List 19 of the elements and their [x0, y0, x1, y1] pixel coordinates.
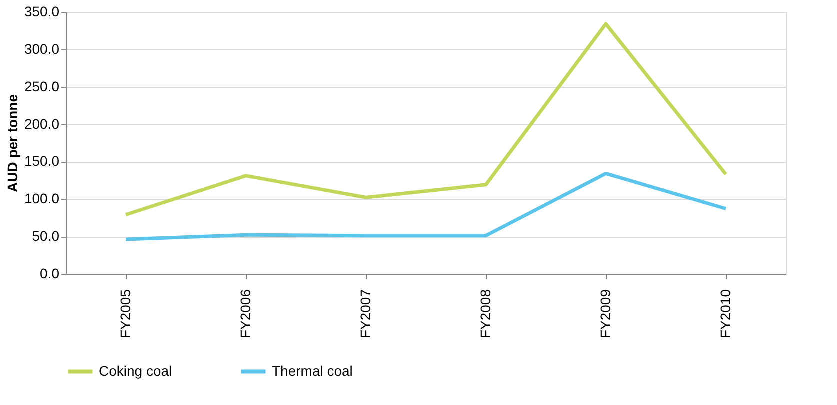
- x-tick-label: FY2005: [118, 289, 134, 339]
- line-series: [124, 172, 728, 242]
- y-tick-label: 150.0: [24, 153, 60, 170]
- y-tick-label: 100.0: [24, 190, 60, 207]
- y-axis-title: AUD per tonne: [4, 94, 20, 192]
- x-tick-label: FY2009: [598, 289, 614, 339]
- legend-label: Thermal coal: [272, 362, 353, 379]
- y-tick-label: 250.0: [24, 78, 60, 94]
- line-series: [124, 22, 728, 217]
- y-tick-label: 350.0: [24, 4, 60, 20]
- y-tick-label: 50.0: [32, 228, 60, 244]
- y-tick-label: 0.0: [40, 266, 60, 282]
- y-tick-label: 300.0: [24, 40, 60, 57]
- y-tick-label: 200.0: [24, 116, 60, 132]
- x-tick-label: FY2007: [358, 289, 374, 339]
- x-tick-label: FY2010: [718, 289, 734, 339]
- legend-label: Coking coal: [99, 362, 172, 379]
- x-tick-label: FY2008: [478, 289, 494, 339]
- x-tick-label: FY2006: [238, 289, 254, 339]
